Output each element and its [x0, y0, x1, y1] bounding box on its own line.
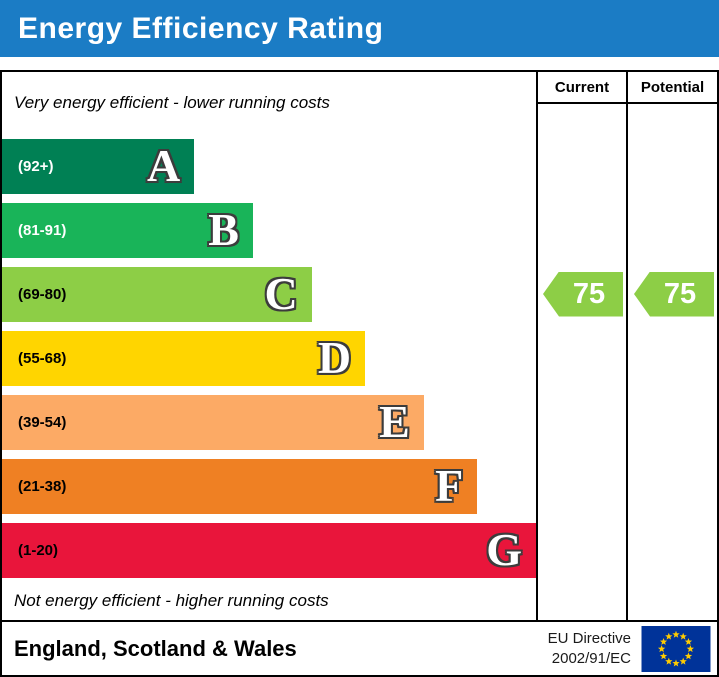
current-header: Current: [538, 72, 626, 104]
band-range: (81-91): [18, 221, 67, 239]
band-range: (1-20): [18, 541, 59, 559]
potential-rating-arrow: 75: [634, 271, 714, 317]
band-range: (69-80): [18, 285, 67, 303]
page-title: Energy Efficiency Rating: [18, 11, 384, 45]
potential-rating-value: 75: [663, 277, 697, 310]
band-letter: D: [317, 332, 352, 384]
rating-table: Very energy efficient - lower running co…: [2, 72, 717, 622]
band-row-d: (55-68) D: [2, 326, 536, 390]
band-range: (92+): [18, 157, 54, 175]
band-b: (81-91) B: [2, 202, 253, 258]
epc-chart: Very energy efficient - lower running co…: [0, 70, 719, 677]
current-rating-value: 75: [572, 277, 606, 310]
band-c: (69-80) C: [2, 266, 312, 322]
eu-directive-line1: EU Directive: [547, 630, 631, 647]
band-row-a: (92+) A: [2, 134, 536, 198]
footer: England, Scotland & Wales EU Directive 2…: [2, 622, 717, 675]
potential-column: Potential 75: [626, 72, 717, 620]
band-row-g: (1-20) G: [2, 518, 536, 582]
band-e: (39-54) E: [2, 394, 424, 450]
eu-directive-line2: 2002/91/EC: [551, 649, 631, 667]
band-g: (1-20) G: [2, 522, 536, 578]
band-d: (55-68) D: [2, 330, 366, 386]
potential-header: Potential: [628, 72, 717, 104]
current-column: Current 75: [536, 72, 626, 620]
band-row-f: (21-38) F: [2, 454, 536, 518]
eu-flag-icon: [641, 625, 711, 672]
bands-column: Very energy efficient - lower running co…: [2, 72, 536, 620]
band-range: (21-38): [18, 477, 67, 495]
band-letter: F: [435, 460, 464, 512]
band-letter: G: [486, 524, 522, 576]
band-row-c: (69-80) C: [2, 262, 536, 326]
bottom-note: Not energy efficient - higher running co…: [14, 591, 329, 610]
band-range: (39-54): [18, 413, 67, 431]
band-row-e: (39-54) E: [2, 390, 536, 454]
band-letter: C: [264, 268, 298, 320]
page-title-bar: Energy Efficiency Rating: [0, 0, 719, 57]
current-rating-arrow: 75: [543, 271, 623, 317]
band-letter: A: [147, 140, 181, 192]
band-letter: E: [379, 396, 410, 448]
region-label: England, Scotland & Wales: [14, 635, 297, 661]
band-f: (21-38) F: [2, 458, 478, 514]
top-note: Very energy efficient - lower running co…: [14, 93, 330, 112]
band-range: (55-68): [18, 349, 67, 367]
bands: (92+) A (81-91) B (69-80) C: [2, 134, 536, 582]
band-letter: B: [208, 204, 239, 256]
band-row-b: (81-91) B: [2, 198, 536, 262]
eu-directive-label: EU Directive 2002/91/EC: [548, 629, 631, 668]
band-a: (92+) A: [2, 138, 195, 194]
